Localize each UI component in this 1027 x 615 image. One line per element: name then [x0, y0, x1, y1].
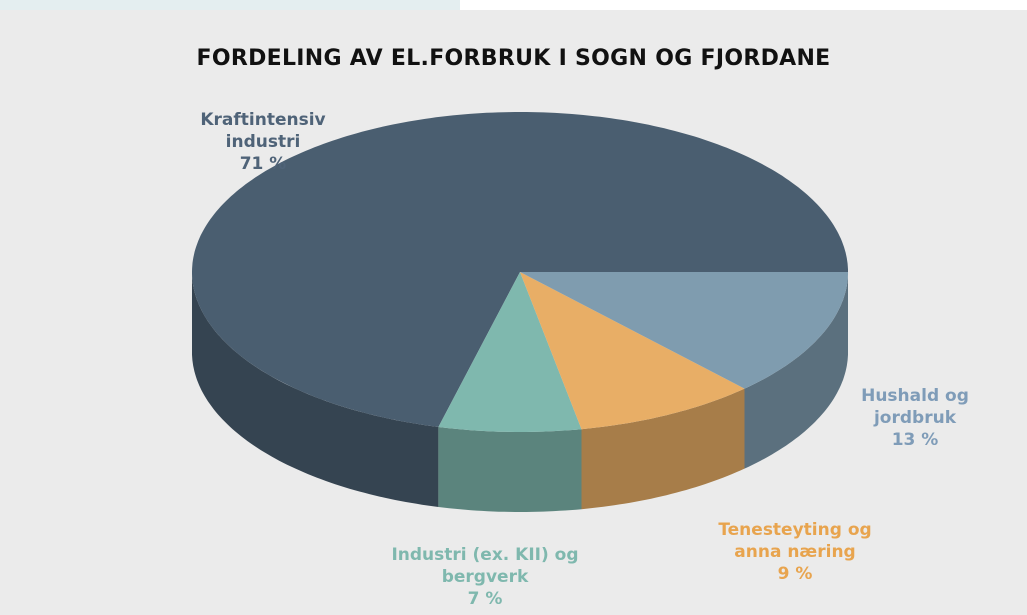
value-label: 13 % [891, 430, 939, 450]
data-label: Hushald og jordbruk 13 % [820, 385, 1010, 451]
value-label: 71 % [239, 154, 287, 174]
pie-side [438, 427, 582, 512]
pie-side [581, 388, 745, 510]
pie-slice [520, 272, 745, 430]
pie-slice [438, 272, 582, 432]
category-label: Tenesteyting og anna næring [718, 520, 872, 562]
value-label: 7 % [467, 589, 503, 609]
pie-side [744, 272, 848, 469]
category-label: Hushald og jordbruk [861, 386, 969, 428]
top-strip [460, 0, 1027, 10]
pie-slice [192, 112, 848, 427]
pie-side [192, 272, 439, 507]
top-strip [0, 0, 460, 10]
data-label: Kraftintensiv industri 71 % [168, 109, 358, 175]
pie-slice [520, 272, 848, 389]
value-label: 9 % [777, 564, 813, 584]
data-label: Industri (ex. KII) og bergverk 7 % [390, 544, 580, 610]
chart-title: FORDELING AV EL.FORBRUK I SOGN OG FJORDA… [196, 46, 831, 71]
category-label: Industri (ex. KII) og bergverk [391, 545, 579, 587]
data-label: Tenesteyting og anna næring 9 % [700, 519, 890, 585]
category-label: Kraftintensiv industri [200, 110, 326, 152]
